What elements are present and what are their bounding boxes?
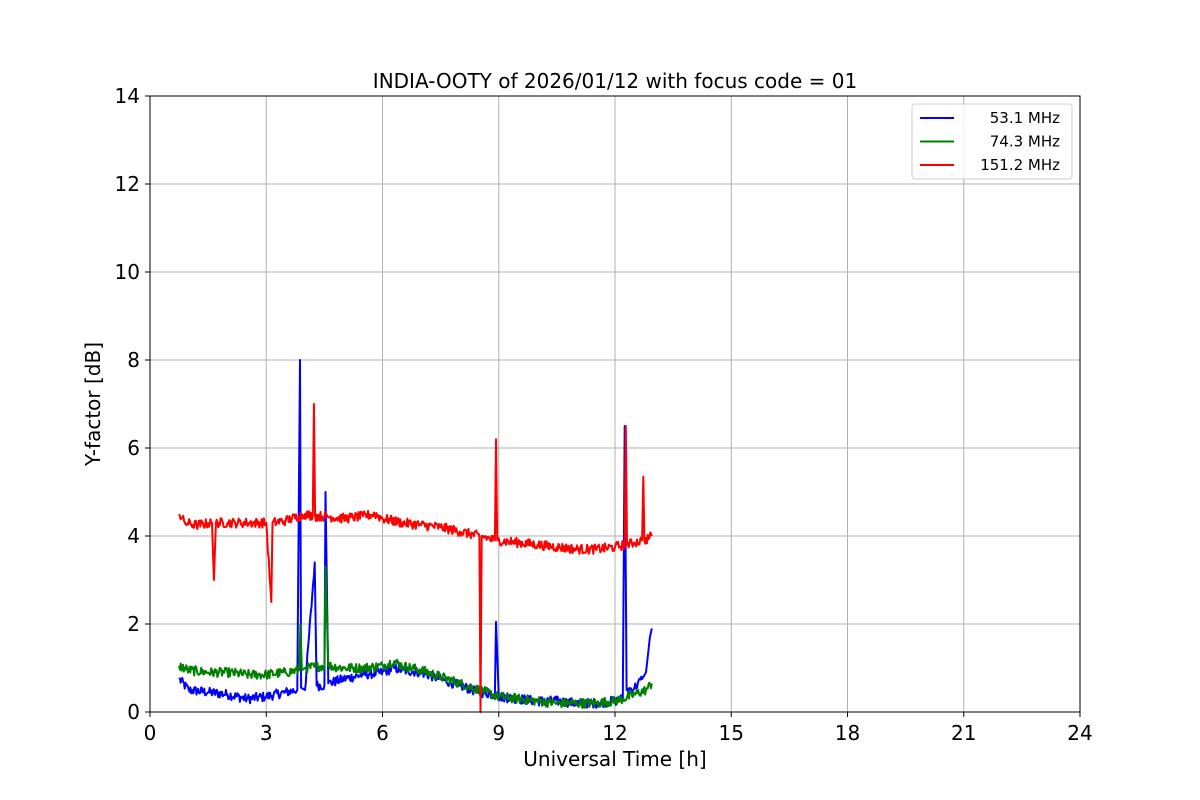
y-tick-label: 2 [127,612,140,636]
x-tick-label: 6 [376,721,389,745]
y-tick-label: 10 [115,260,140,284]
y-tick-label: 4 [127,524,140,548]
x-tick-label: 0 [144,721,157,745]
chart-title: INDIA-OOTY of 2026/01/12 with focus code… [373,69,857,93]
series-line [178,565,653,709]
legend-label: 151.2 MHz [980,156,1060,174]
y-tick-label: 12 [115,172,140,196]
x-tick-label: 3 [260,721,273,745]
x-tick-label: 18 [835,721,860,745]
x-tick-label: 21 [951,721,976,745]
y-tick-label: 0 [127,700,140,724]
legend-label: 53.1 MHz [990,109,1060,127]
x-tick-label: 24 [1067,721,1092,745]
series-line [178,403,653,713]
legend-box [911,103,1073,180]
y-tick-label: 14 [115,84,140,108]
series-layer [178,359,653,713]
x-tick-label: 9 [492,721,505,745]
x-tick-label: 15 [719,721,744,745]
legend-label: 74.3 MHz [990,133,1060,151]
y-tick-label: 8 [127,348,140,372]
x-tick-label: 12 [602,721,627,745]
y-axis-label: Y-factor [dB] [81,342,105,467]
y-tick-label: 6 [127,436,140,460]
legend: 53.1 MHz 74.3 MHz 151.2 MHz [911,103,1073,180]
x-axis-label: Universal Time [h] [523,747,706,771]
